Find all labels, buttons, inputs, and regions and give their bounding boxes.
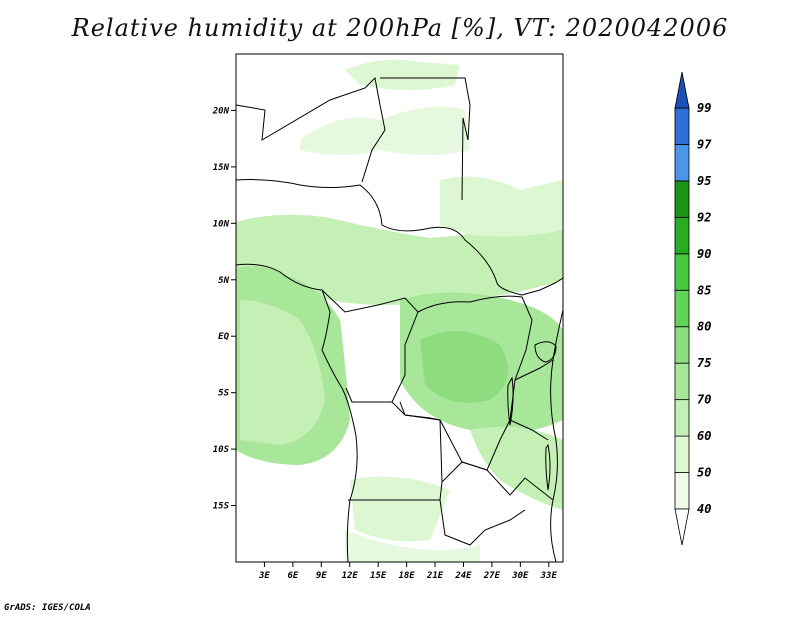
colorbar-label: 90 bbox=[697, 247, 711, 261]
map-title: Relative humidity at 200hPa [%], VT: 202… bbox=[71, 14, 729, 42]
colorbar-segment bbox=[674, 289, 690, 328]
x-tick-label: 3E bbox=[258, 571, 270, 581]
country-borders bbox=[235, 76, 564, 563]
x-tick-label: 30E bbox=[511, 571, 529, 581]
colorbar-label: 85 bbox=[697, 283, 711, 297]
colorbar: 40 50 60 70 75 80 85 90 92 95 97 99 bbox=[674, 71, 712, 546]
border-south bbox=[391, 401, 554, 501]
border-east-africa bbox=[509, 277, 564, 441]
humidity-region-west-inner bbox=[240, 300, 325, 445]
x-tick-label: 24E bbox=[454, 571, 472, 581]
colorbar-label: 80 bbox=[697, 320, 711, 334]
x-tick-label: 12E bbox=[342, 571, 359, 581]
colorbar-segment bbox=[674, 362, 690, 401]
colorbar-label: 50 bbox=[697, 466, 711, 480]
colorbar-below-arrow bbox=[674, 508, 690, 546]
y-tick-label: 10N bbox=[213, 219, 230, 229]
coastline-west bbox=[235, 263, 358, 563]
lake-tanganyika bbox=[507, 376, 514, 426]
colorbar-above-arrow bbox=[674, 71, 690, 109]
y-tick-label: 15N bbox=[213, 163, 230, 173]
colorbar-label: 70 bbox=[697, 393, 711, 407]
colorbar-label: 60 bbox=[697, 429, 711, 443]
x-tick-label: 6E bbox=[287, 571, 298, 581]
y-tick-label: 15S bbox=[213, 502, 230, 512]
humidity-field bbox=[236, 59, 563, 562]
humidity-region-south-edge bbox=[345, 530, 480, 562]
y-tick-label: 20N bbox=[212, 106, 230, 116]
x-tick-label: 9E bbox=[316, 571, 327, 581]
x-tick-label: 21E bbox=[426, 571, 444, 581]
lake-malawi bbox=[545, 443, 551, 491]
colorbar-segment bbox=[674, 107, 690, 145]
humidity-region-central-inner bbox=[420, 331, 508, 403]
coastline-east bbox=[550, 309, 564, 563]
colorbar-segment bbox=[674, 253, 690, 291]
plot-frame bbox=[235, 53, 564, 563]
colorbar-segment bbox=[674, 435, 690, 473]
grads-credit: GrADS: IGES/COLA bbox=[4, 603, 91, 613]
x-tick-label: 18E bbox=[398, 571, 415, 581]
colorbar-segment bbox=[674, 216, 690, 255]
x-axis: 3E 6E 9E 12E 15E 18E 21E 24E 27E 30E 33E bbox=[258, 562, 557, 581]
x-tick-label: 27E bbox=[483, 571, 501, 581]
border-central bbox=[321, 289, 419, 403]
y-axis: 20N 15N 10N 5N EQ 5S 10S 15S bbox=[212, 106, 236, 512]
border-libya-egypt bbox=[380, 77, 471, 201]
lake-victoria bbox=[534, 341, 557, 363]
x-tick-label: 15E bbox=[370, 571, 387, 581]
humidity-region-ne bbox=[440, 176, 563, 237]
colorbar-segment bbox=[674, 399, 690, 437]
y-tick-label: 10S bbox=[213, 445, 230, 455]
humidity-region-north-patch bbox=[345, 59, 460, 90]
border-drc bbox=[399, 295, 533, 471]
colorbar-label: 97 bbox=[697, 137, 712, 151]
colorbar-label: 99 bbox=[697, 101, 711, 115]
colorbar-label: 75 bbox=[697, 356, 711, 370]
colorbar-segment bbox=[674, 144, 690, 182]
y-tick-label: 5S bbox=[218, 389, 229, 399]
border-angola-south bbox=[348, 481, 526, 546]
humidity-region-south bbox=[350, 476, 450, 542]
colorbar-segment bbox=[674, 472, 690, 510]
border-sahara-north bbox=[235, 76, 386, 183]
colorbar-segment bbox=[674, 180, 690, 218]
colorbar-segment bbox=[674, 326, 690, 364]
colorbar-label: 40 bbox=[697, 502, 711, 516]
y-tick-label: EQ bbox=[218, 332, 229, 342]
colorbar-label: 92 bbox=[697, 210, 711, 224]
border-sahel bbox=[235, 179, 523, 296]
x-tick-label: 33E bbox=[540, 571, 558, 581]
colorbar-label: 95 bbox=[697, 174, 711, 188]
y-tick-label: 5N bbox=[218, 276, 229, 286]
